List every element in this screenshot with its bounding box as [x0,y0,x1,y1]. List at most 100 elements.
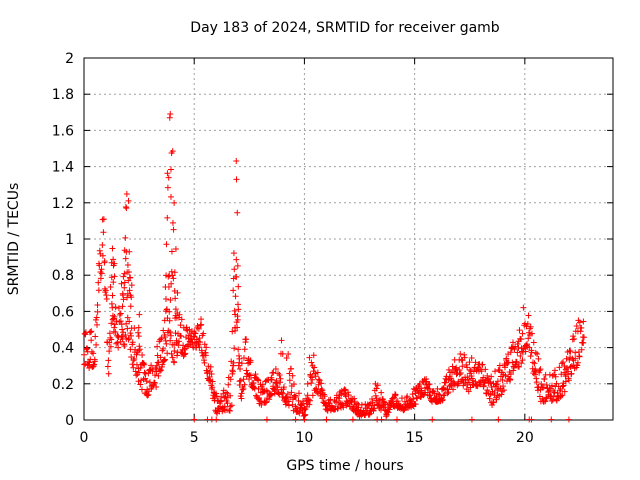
data-point [578,324,585,331]
data-point [91,361,98,368]
data-point [343,393,350,400]
data-point [133,372,140,379]
data-point [252,371,259,378]
data-point [81,351,88,358]
data-point [202,352,209,359]
y-tick-label: 0.8 [52,268,74,284]
data-point [235,346,242,353]
data-point [518,360,525,367]
data-point [341,386,348,393]
data-point [571,336,578,343]
data-point [531,360,538,367]
data-point [81,330,88,337]
data-point [335,405,342,412]
data-point [209,384,216,391]
data-point [170,226,177,233]
data-point [110,256,117,263]
data-point [533,379,540,386]
data-point [290,381,297,388]
data-point [338,391,345,398]
data-point [155,359,162,366]
data-point [129,339,136,346]
data-point [283,393,290,400]
data-point [174,352,181,359]
data-point [268,376,275,383]
data-point [128,332,135,339]
data-point [127,330,134,337]
data-point [490,399,497,406]
data-point [442,379,449,386]
data-point [518,336,525,343]
data-point [130,364,137,371]
data-point [457,369,464,376]
y-tick-label: 0.4 [52,341,74,357]
data-point [458,356,465,363]
data-point [271,388,278,395]
data-point [253,392,260,399]
data-point [268,391,275,398]
data-point [172,330,179,337]
data-point [191,333,198,340]
data-point [564,365,571,372]
data-point [235,306,242,313]
data-point [235,301,242,308]
data-point [274,384,281,391]
data-point [91,358,98,365]
data-point [229,367,236,374]
data-point [543,395,550,402]
data-point [122,203,129,210]
data-point [494,378,501,385]
data-point [355,404,362,411]
data-point [233,273,240,280]
data-point [538,380,545,387]
data-point [556,364,563,371]
data-point [373,385,380,392]
data-point [164,170,171,177]
data-point [95,287,102,294]
data-point [167,332,174,339]
data-point [486,395,493,402]
data-point [318,386,325,393]
data-point [168,280,175,287]
data-point [180,342,187,349]
data-point [467,384,474,391]
data-point [126,318,133,325]
data-point [240,354,247,361]
data-point [507,349,514,356]
data-point [119,292,126,299]
data-point [92,333,99,340]
data-point [523,342,530,349]
data-point [418,387,425,394]
data-point [122,234,129,241]
plot-frame [83,57,614,421]
data-point [112,304,119,311]
data-point [122,255,129,262]
grid-lines [84,58,613,420]
data-point [230,250,237,257]
zero-point [349,416,356,423]
y-tick-label: 1.2 [52,196,74,212]
data-point [318,380,325,387]
data-point [121,284,128,291]
zero-point [468,416,475,423]
data-point [519,357,526,364]
data-point [109,292,116,299]
data-point [125,336,132,343]
data-point [148,362,155,369]
data-point [470,368,477,375]
data-point [120,273,127,280]
data-point [272,366,279,373]
data-point [502,372,509,379]
data-point [282,395,289,402]
data-point [321,393,328,400]
data-point [206,374,213,381]
data-point [121,270,128,277]
data-point [369,399,376,406]
data-point [155,372,162,379]
data-point [149,366,156,373]
data-point [514,349,521,356]
data-point [552,373,559,380]
data-point [472,378,479,385]
data-point [305,396,312,403]
data-point [492,368,499,375]
